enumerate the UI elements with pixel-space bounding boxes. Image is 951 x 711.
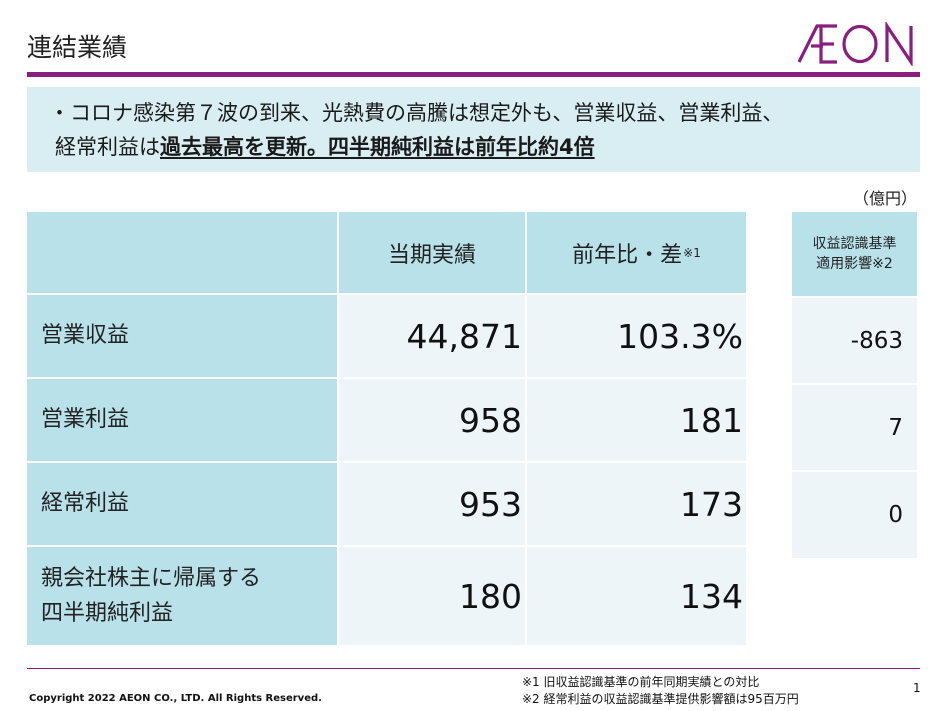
row-label-net-income: 親会社株主に帰属する 四半期純利益: [27, 547, 337, 645]
side-header-line-1: 収益認識基準: [812, 235, 897, 252]
side-cell-operating-income: 7: [792, 385, 917, 470]
row-label-operating-income: 営業利益: [27, 379, 337, 461]
table-header-blank: [27, 212, 337, 293]
footnote-mark-1: ※1: [683, 245, 701, 260]
summary-line-2-emphasis: 過去最高を更新。四半期純利益は前年比約4倍: [160, 135, 595, 159]
cell-yoy-net-income: 134: [527, 547, 746, 645]
row-label-net-income-line-2: 四半期純利益: [41, 601, 174, 626]
page-title: 連結業績: [27, 33, 128, 62]
unit-label: （億円）: [853, 189, 918, 208]
side-cell-ordinary-income: 0: [792, 472, 917, 558]
cell-yoy-ordinary-income: 173: [527, 463, 746, 545]
summary-banner: ・コロナ感染第７波の到来、光熱費の高騰は想定外も、営業収益、営業利益、 経常利益…: [27, 87, 920, 172]
cell-current-ordinary-income: 953: [339, 463, 525, 545]
cell-current-net-income: 180: [339, 547, 525, 645]
row-label-operating-revenue: 営業収益: [27, 295, 337, 377]
aeon-logo: [797, 22, 913, 66]
copyright: Copyright 2022 AEON CO., LTD. All Rights…: [29, 693, 322, 704]
side-header-line-2: 適用影響※2: [816, 256, 893, 272]
footnote-2: ※2 経常利益の収益認識基準提供影響額は95百万円: [522, 692, 799, 706]
footnote-1: ※1 旧収益認識基準の前年同期実績との対比: [522, 675, 760, 689]
cell-yoy-operating-revenue: 103.3%: [527, 295, 746, 377]
summary-line-1: ・コロナ感染第７波の到来、光熱費の高騰は想定外も、営業収益、営業利益、: [49, 101, 784, 125]
summary-line-2: 経常利益は過去最高を更新。四半期純利益は前年比約4倍: [55, 131, 595, 161]
page-number: 1: [913, 681, 921, 695]
side-header-text: 収益認識基準 適用影響※2: [813, 234, 897, 275]
row-label-net-income-text: 親会社株主に帰属する 四半期純利益: [41, 561, 261, 631]
title-rule: [27, 72, 920, 77]
footer-rule: [27, 668, 920, 669]
cell-yoy-operating-income: 181: [527, 379, 746, 461]
summary-line-2-plain: 経常利益は: [55, 135, 160, 159]
row-label-net-income-line-1: 親会社株主に帰属する: [41, 565, 262, 591]
column-header-yoy-text: 前年比・差: [572, 242, 683, 268]
column-header-yoy: 前年比・差 ※1: [527, 212, 746, 293]
column-header-current-text: 当期実績: [387, 242, 476, 268]
column-header-current: 当期実績: [339, 212, 525, 293]
cell-current-operating-income: 958: [339, 379, 525, 461]
side-cell-operating-revenue: -863: [792, 298, 917, 383]
row-label-ordinary-income: 経常利益: [27, 463, 337, 545]
cell-current-operating-revenue: 44,871: [339, 295, 525, 377]
side-header-revenue-recognition: 収益認識基準 適用影響※2: [792, 212, 917, 296]
